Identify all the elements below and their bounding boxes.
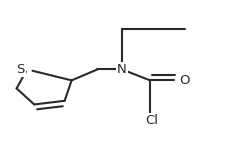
Text: N: N bbox=[117, 63, 127, 76]
Text: S: S bbox=[16, 63, 25, 76]
Text: O: O bbox=[179, 74, 190, 87]
Text: Cl: Cl bbox=[145, 114, 158, 127]
